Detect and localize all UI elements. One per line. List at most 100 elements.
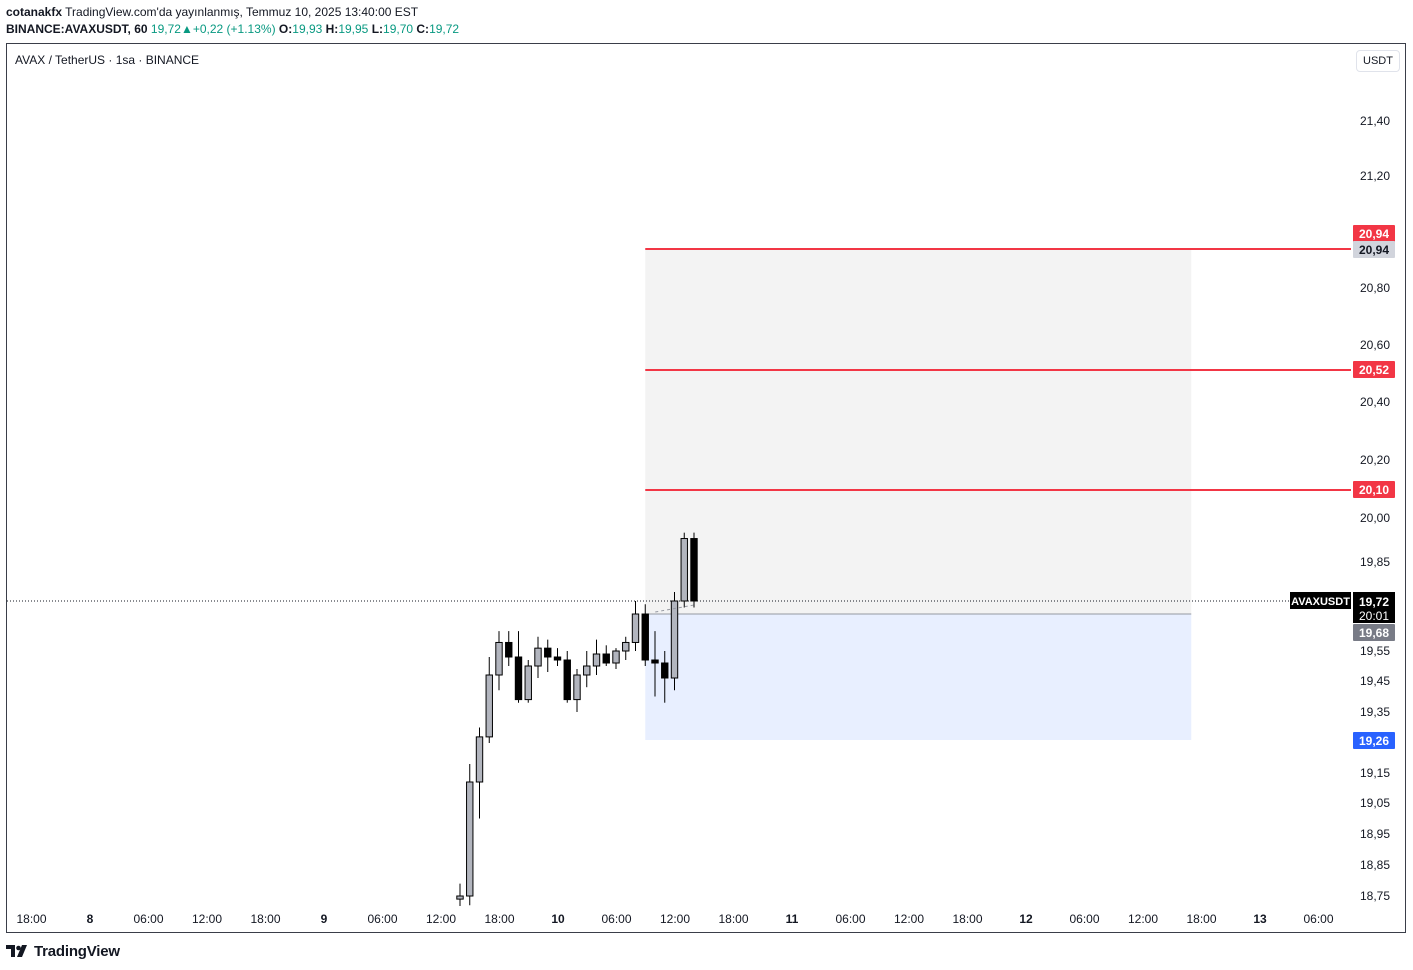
candle-17[interactable] xyxy=(622,641,630,652)
close-value: 19,72 xyxy=(429,22,460,36)
candle-5[interactable] xyxy=(505,641,513,658)
footer-brand: TradingView xyxy=(6,941,120,961)
change-value: +0,22 (+1.13%) xyxy=(192,22,276,36)
candle-24[interactable] xyxy=(690,538,698,602)
candle-8[interactable] xyxy=(534,647,542,667)
x-tick-20: 18:00 xyxy=(1186,912,1216,926)
candle-22[interactable] xyxy=(670,600,679,679)
position-connector xyxy=(655,604,695,613)
candle-4[interactable] xyxy=(495,641,503,676)
instrument-title: AVAX / TetherUS · 1sa · BINANCE xyxy=(15,53,200,67)
x-tick-9: 10 xyxy=(551,912,565,926)
x-tick-1: 8 xyxy=(87,912,94,926)
low-value: 19,70 xyxy=(383,22,414,36)
target-badge-bg xyxy=(1353,241,1395,258)
open-label: O: xyxy=(278,22,293,36)
high-label: H: xyxy=(325,22,339,36)
x-tick-6: 06:00 xyxy=(367,912,397,926)
x-tick-17: 12 xyxy=(1019,912,1033,926)
candle-11[interactable] xyxy=(563,659,571,701)
x-tick-12: 18:00 xyxy=(718,912,748,926)
stop-zone[interactable] xyxy=(645,614,1192,740)
countdown-badge: 20:01 xyxy=(1359,609,1389,623)
y-tick-2: 20,80 xyxy=(1360,281,1390,295)
level-badge-0: 20,94 xyxy=(1359,227,1389,241)
level-badge-0-bg xyxy=(1353,225,1395,242)
high-value: 19,95 xyxy=(338,22,369,36)
x-tick-19: 12:00 xyxy=(1128,912,1158,926)
x-tick-14: 06:00 xyxy=(835,912,865,926)
candle-14[interactable] xyxy=(592,653,601,667)
x-tick-21: 13 xyxy=(1253,912,1267,926)
level-badge-1: 20,52 xyxy=(1359,363,1389,377)
symbol-tag-bg xyxy=(1290,592,1351,609)
x-tick-8: 18:00 xyxy=(484,912,514,926)
last-value: 19,72 xyxy=(150,22,181,36)
y-tick-1: 21,20 xyxy=(1360,169,1390,183)
y-tick-10: 19,35 xyxy=(1360,705,1390,719)
candle-10[interactable] xyxy=(553,656,562,661)
y-tick-11: 19,15 xyxy=(1360,766,1390,780)
candle-9[interactable] xyxy=(544,647,552,658)
close-label: C: xyxy=(416,22,430,36)
stop-badge: 19,26 xyxy=(1359,734,1389,748)
x-tick-18: 06:00 xyxy=(1069,912,1099,926)
y-tick-14: 18,85 xyxy=(1360,858,1390,872)
y-tick-0: 21,40 xyxy=(1360,114,1390,128)
x-tick-15: 12:00 xyxy=(894,912,924,926)
y-tick-5: 20,20 xyxy=(1360,453,1390,467)
x-tick-13: 11 xyxy=(786,912,799,926)
up-arrow-icon: ▲ xyxy=(180,22,193,36)
x-tick-22: 06:00 xyxy=(1303,912,1333,926)
x-tick-4: 18:00 xyxy=(250,912,280,926)
candle-7[interactable] xyxy=(524,665,532,701)
x-tick-0: 18:00 xyxy=(16,912,46,926)
ohlc-legend: BINANCE:AVAXUSDT, 60 19,72▲+0,22 (+1.13%… xyxy=(6,22,459,37)
candle-13[interactable] xyxy=(583,665,591,676)
entry-badge-bg xyxy=(1353,624,1395,641)
currency-button[interactable]: USDT xyxy=(1356,50,1400,72)
x-tick-5: 9 xyxy=(321,912,328,926)
level-badge-1-bg xyxy=(1353,361,1395,378)
open-value: 19,93 xyxy=(292,22,323,36)
symbol-tag: AVAXUSDT xyxy=(1291,596,1350,608)
publish-info: cotanakfx TradingView.com'da yayınlanmış… xyxy=(6,5,418,20)
x-tick-2: 06:00 xyxy=(133,912,163,926)
candle-0[interactable] xyxy=(456,895,464,900)
candle-16[interactable] xyxy=(612,650,620,664)
low-label: L: xyxy=(371,22,384,36)
published-text: TradingView.com'da yayınlanmış, Temmuz 1… xyxy=(65,5,419,19)
stop-badge-bg xyxy=(1353,732,1395,749)
candle-1[interactable] xyxy=(466,781,474,897)
tradingview-logo-icon xyxy=(6,945,27,957)
target-zone[interactable] xyxy=(645,249,1192,614)
level-badge-2-bg xyxy=(1353,481,1395,498)
candle-19[interactable] xyxy=(641,613,649,661)
candle-2[interactable] xyxy=(475,736,484,783)
candle-6[interactable] xyxy=(514,656,523,701)
candle-20[interactable] xyxy=(651,659,659,664)
x-tick-3: 12:00 xyxy=(192,912,222,926)
last-price-badge-bg xyxy=(1353,592,1395,623)
y-tick-6: 20,00 xyxy=(1360,511,1390,525)
candle-23[interactable] xyxy=(680,538,688,602)
candles-group xyxy=(456,532,698,906)
chart-frame[interactable] xyxy=(6,43,1406,933)
x-tick-10: 06:00 xyxy=(601,912,631,926)
candle-18[interactable] xyxy=(631,613,640,643)
x-tick-7: 12:00 xyxy=(426,912,456,926)
candle-21[interactable] xyxy=(661,662,669,679)
candle-3[interactable] xyxy=(485,674,493,738)
tradingview-wordmark: TradingView xyxy=(34,942,120,960)
entry-badge: 19,68 xyxy=(1359,626,1389,640)
y-tick-7: 19,85 xyxy=(1360,555,1390,569)
y-tick-3: 20,60 xyxy=(1360,338,1390,352)
symbol-label[interactable]: BINANCE:AVAXUSDT, 60 xyxy=(6,22,148,36)
last-price-badge: 19,72 xyxy=(1359,595,1389,609)
y-tick-13: 18,95 xyxy=(1360,827,1390,841)
candle-12[interactable] xyxy=(573,674,581,701)
candle-15[interactable] xyxy=(602,653,610,664)
author-name[interactable]: cotanakfx xyxy=(6,5,63,19)
y-tick-4: 20,40 xyxy=(1360,395,1390,409)
